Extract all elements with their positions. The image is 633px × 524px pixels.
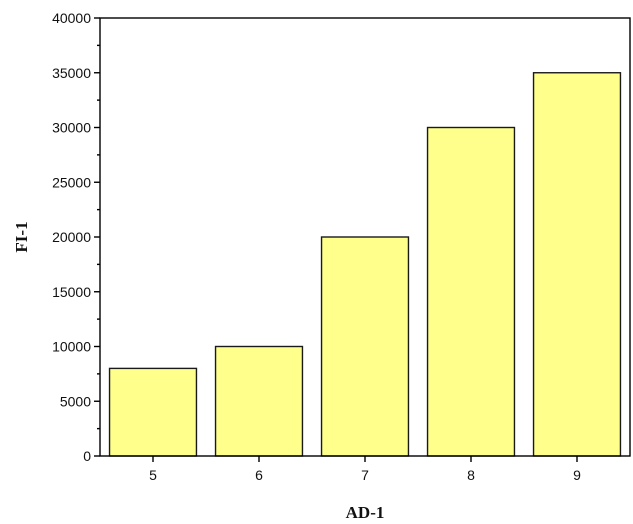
y-tick-label-10000: 10000 <box>52 339 91 355</box>
x-tick-label-8: 8 <box>467 467 475 483</box>
bar-5 <box>108 367 198 457</box>
y-tick-label-5000: 5000 <box>60 393 91 409</box>
y-tick-label-20000: 20000 <box>52 229 91 245</box>
x-tick-label-5: 5 <box>149 467 157 483</box>
y-axis-title: FI-1 <box>12 221 31 252</box>
y-tick-label-30000: 30000 <box>52 120 91 136</box>
x-axis-title: AD-1 <box>346 503 385 522</box>
ticks-layer: 5 6 7 8 9 0 5000 10000 15000 20000 25000 30000 35000… <box>52 10 581 483</box>
x-tick-label-9: 9 <box>573 467 581 483</box>
x-tick-label-7: 7 <box>361 467 369 483</box>
y-tick-label-15000: 15000 <box>52 284 91 300</box>
y-tick-label-40000: 40000 <box>52 10 91 26</box>
y-tick-label-0: 0 <box>83 448 91 464</box>
bar-9 <box>532 72 622 457</box>
x-tick-label-6: 6 <box>255 467 263 483</box>
y-tick-label-35000: 35000 <box>52 65 91 81</box>
bar-6 <box>214 345 304 457</box>
bar-7 <box>320 236 410 457</box>
bar-8 <box>426 126 516 457</box>
y-tick-label-25000: 25000 <box>52 174 91 190</box>
bars-layer <box>108 72 622 457</box>
